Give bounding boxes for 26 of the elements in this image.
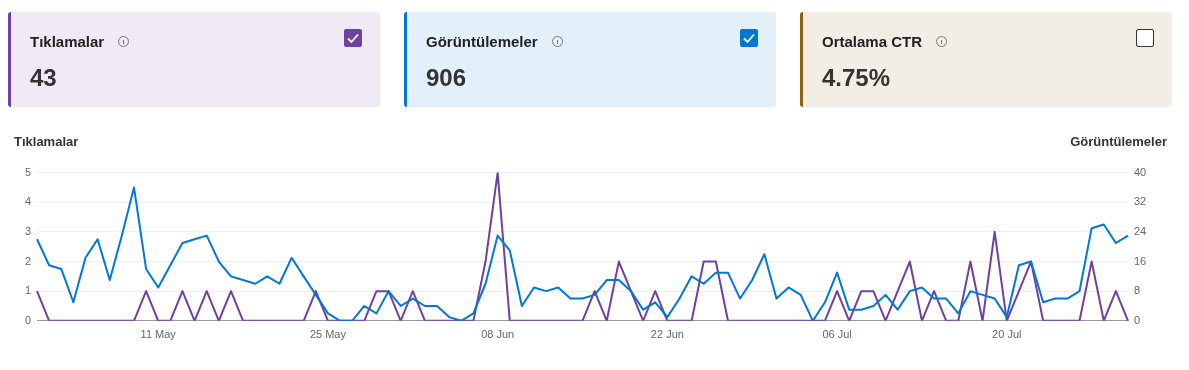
x-tick-label: 20 Jul <box>992 328 1022 341</box>
y-tick-label: 2 <box>24 254 31 267</box>
y-tick-label: 5 <box>24 165 31 178</box>
y-axis-title: Tıklamalar <box>14 134 79 149</box>
text: 906 <box>426 64 467 92</box>
y2-tick-label: 40 <box>1134 165 1147 178</box>
y2-tick-label: 24 <box>1134 224 1147 237</box>
text: Görüntülemeler <box>426 33 538 50</box>
text: Tıklamalar <box>30 33 105 50</box>
y-tick-label: 0 <box>24 313 31 326</box>
x-tick-label: 06 Jul <box>822 328 852 341</box>
y-tick-label: 1 <box>24 284 31 297</box>
text: 4.75% <box>822 64 891 92</box>
x-tick-label: 22 Jun <box>650 328 684 341</box>
x-tick-label: 08 Jun <box>481 328 515 341</box>
y2-axis-title: Görüntülemeler <box>1070 134 1167 149</box>
y2-tick-label: 32 <box>1134 195 1147 208</box>
text: 43 <box>30 64 57 92</box>
y2-tick-label: 0 <box>1134 313 1141 326</box>
x-tick-label: 25 May <box>309 328 347 341</box>
y2-tick-label: 8 <box>1134 284 1141 297</box>
text: Ortalama CTR <box>822 33 923 50</box>
y-tick-label: 4 <box>24 195 31 208</box>
y2-tick-label: 16 <box>1134 254 1147 267</box>
y-tick-label: 3 <box>24 224 31 237</box>
x-tick-label: 11 May <box>140 328 177 341</box>
